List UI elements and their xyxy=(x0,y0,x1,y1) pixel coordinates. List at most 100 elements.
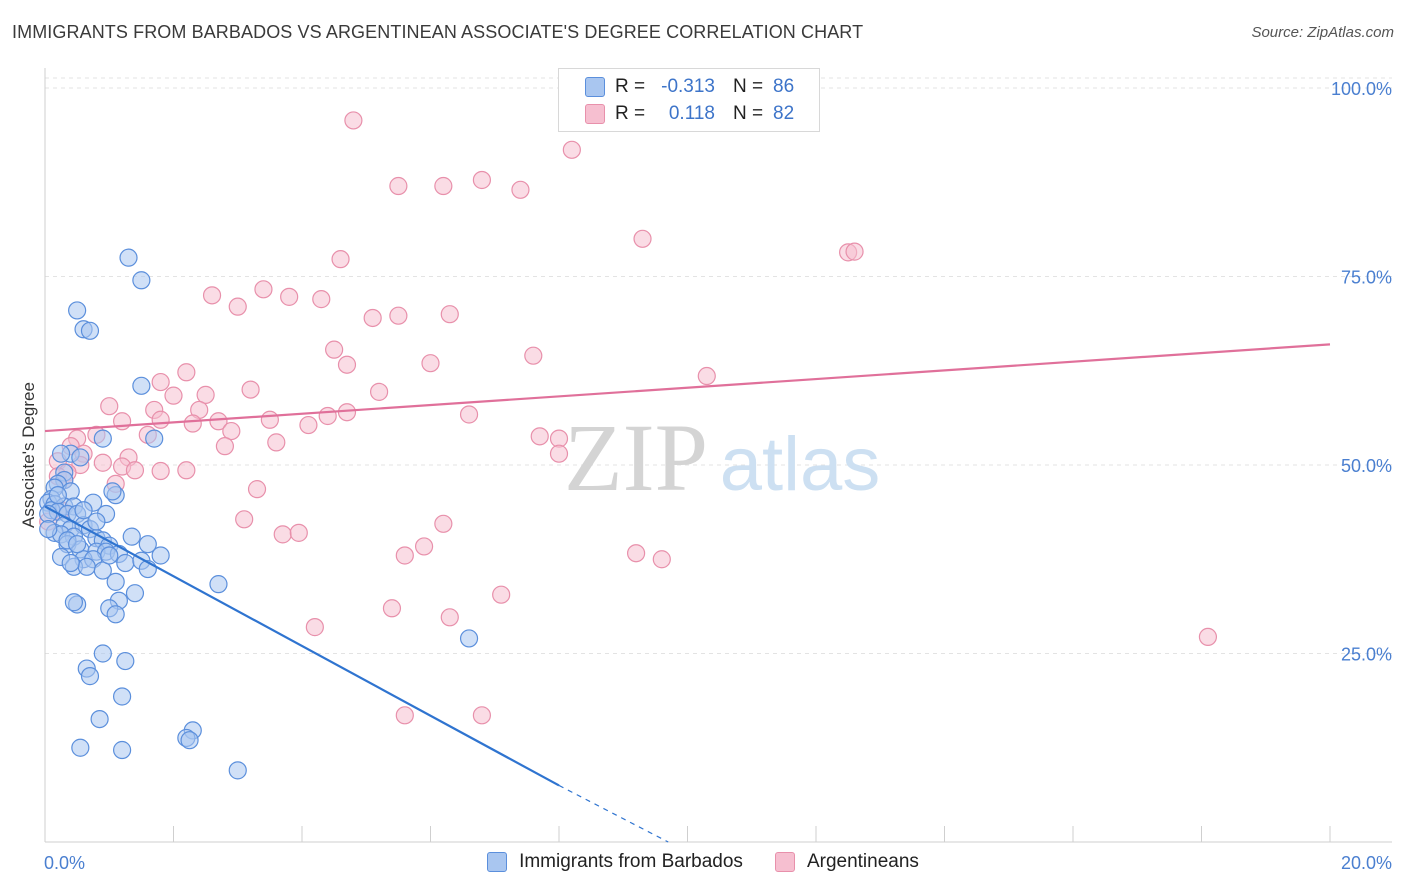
legend-r-label: R = xyxy=(615,103,646,124)
argentinean-point xyxy=(100,397,119,416)
argentinean-point xyxy=(370,382,389,401)
legend-row-argentineans: R = 0.118 N = 82 xyxy=(585,101,794,127)
legend-r-value: -0.313 xyxy=(661,76,715,97)
legend-r-value: 0.118 xyxy=(668,103,715,124)
argentinean-point xyxy=(389,176,408,196)
legend-n-label: N = xyxy=(733,76,764,97)
argentinean-point xyxy=(363,308,382,328)
argentinean-point xyxy=(492,585,511,604)
series-legend-argentineans: Argentineans xyxy=(774,851,919,873)
argentinean-point xyxy=(344,111,363,130)
y-axis-label: Associate's Degree xyxy=(19,382,38,528)
watermark-zip: ZIP xyxy=(564,404,708,511)
x-tick-label: 20.0% xyxy=(1341,853,1392,873)
barbados-point xyxy=(151,546,170,565)
argentinean-point xyxy=(280,287,299,306)
barbados-point xyxy=(51,444,71,463)
legend-r-label: R = xyxy=(615,76,646,97)
legend-swatch-blue xyxy=(585,77,605,97)
barbados-point xyxy=(228,761,247,780)
barbados-point xyxy=(71,738,90,757)
argentinean-point xyxy=(414,537,434,556)
argentinean-point xyxy=(697,366,716,386)
trend-lines xyxy=(44,343,1331,843)
barbados-point xyxy=(61,553,80,573)
barbados-point xyxy=(119,248,138,267)
barbados-point xyxy=(132,376,151,395)
argentinean-point xyxy=(325,340,344,359)
barbados-point xyxy=(180,731,199,750)
argentinean-point xyxy=(164,386,183,405)
y-tick-label: 50.0% xyxy=(1341,456,1392,476)
argentinean-point xyxy=(215,437,234,456)
barbados-point xyxy=(125,584,145,603)
argentinean-point xyxy=(312,290,331,309)
barbados-point xyxy=(116,651,135,671)
legend-n-value: 82 xyxy=(773,103,795,124)
series-legend: Immigrants from Barbados Argentineans xyxy=(0,851,1406,873)
argentinean-point xyxy=(228,297,247,316)
barbados-point xyxy=(48,486,67,505)
series-swatch-pink xyxy=(774,852,795,872)
barbados-points xyxy=(39,248,479,780)
barbados-point xyxy=(68,301,87,320)
barbados-point xyxy=(459,629,479,648)
argentinean-point xyxy=(434,514,453,533)
argentinean-point xyxy=(125,461,145,480)
argentinean-point xyxy=(389,306,408,325)
argentinean-point xyxy=(235,510,254,529)
argentinean-point xyxy=(626,544,646,563)
argentinean-point xyxy=(382,599,402,618)
argentinean-point xyxy=(652,550,671,569)
barbados-point xyxy=(74,501,93,520)
barbados-point xyxy=(39,519,58,539)
argentinean-point xyxy=(93,453,112,472)
argentinean-point xyxy=(209,412,228,431)
grid-lines xyxy=(45,77,1392,654)
barbados-point xyxy=(87,512,106,531)
barbados-point xyxy=(80,321,100,340)
barbados-trend-extension xyxy=(558,784,669,843)
argentinean-point xyxy=(421,354,440,373)
series-label-barbados: Immigrants from Barbados xyxy=(519,851,743,872)
argentinean-point xyxy=(472,706,491,725)
barbados-point xyxy=(64,593,84,612)
axes xyxy=(44,68,1392,843)
barbados-point xyxy=(93,429,112,448)
argentinean-point xyxy=(633,229,652,248)
argentinean-point xyxy=(395,706,414,725)
argentinean-point xyxy=(289,523,308,542)
series-swatch-blue xyxy=(487,852,508,872)
watermark-atlas: atlas xyxy=(720,422,881,507)
chart-title: IMMIGRANTS FROM BARBADOS VS ARGENTINEAN … xyxy=(12,22,864,42)
barbados-point xyxy=(90,709,109,729)
barbados-point xyxy=(132,271,151,290)
legend-n-label: N = xyxy=(733,103,764,124)
argentinean-point xyxy=(337,403,357,422)
barbados-point xyxy=(138,535,157,554)
argentineans-trend-line xyxy=(44,343,1331,433)
argentinean-point xyxy=(247,480,267,499)
argentinean-point xyxy=(845,242,864,261)
barbados-point xyxy=(122,527,141,546)
legend-n-value: 86 xyxy=(773,76,795,97)
source-credit: Source: ZipAtlas.com xyxy=(1251,24,1394,41)
barbados-point xyxy=(68,535,87,554)
barbados-point xyxy=(112,687,132,706)
legend-swatch-pink xyxy=(585,104,605,124)
argentinean-point xyxy=(183,414,202,433)
argentinean-point xyxy=(241,380,260,399)
barbados-point xyxy=(77,557,96,576)
argentinean-point xyxy=(530,427,549,446)
argentinean-point xyxy=(549,429,569,448)
argentinean-point xyxy=(337,355,357,374)
argentinean-point xyxy=(305,618,324,637)
argentinean-point xyxy=(177,461,196,480)
argentinean-point xyxy=(273,525,292,544)
argentinean-point xyxy=(151,372,170,392)
barbados-point xyxy=(209,575,228,594)
argentinean-point xyxy=(177,363,196,382)
argentinean-point xyxy=(440,608,459,627)
argentinean-point xyxy=(202,286,222,305)
